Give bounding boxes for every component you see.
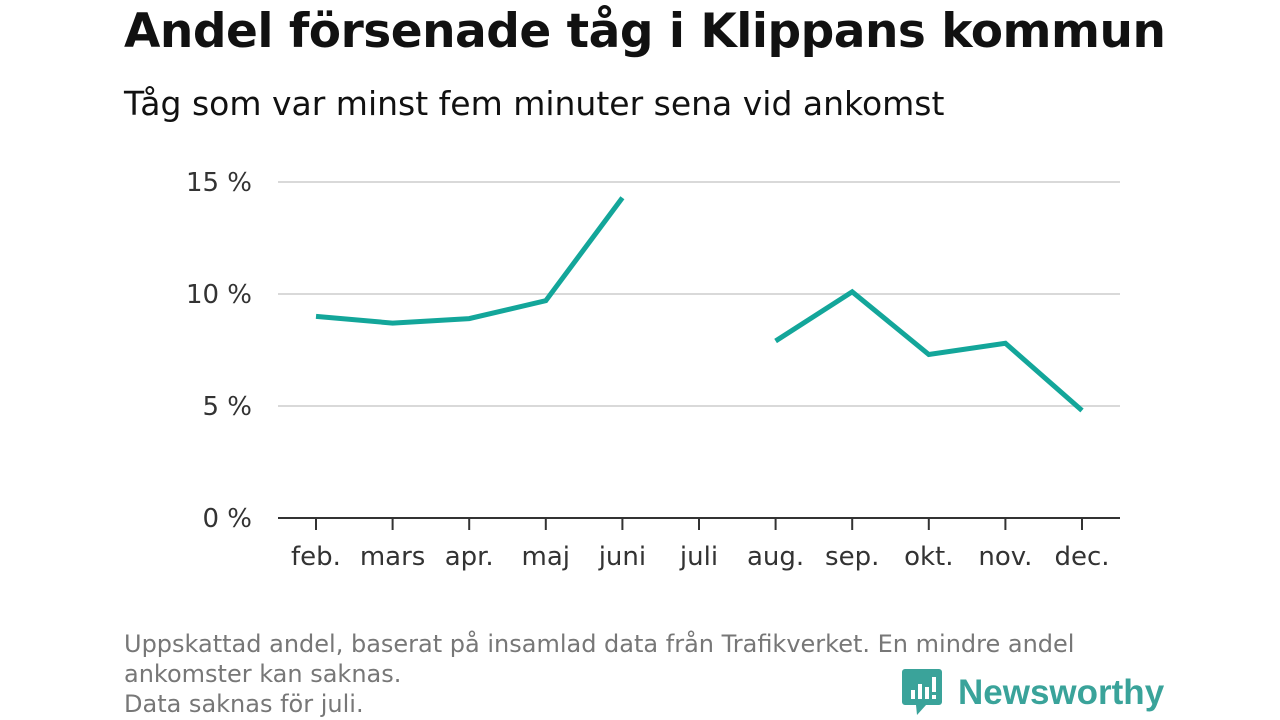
- x-tick-label: maj: [522, 542, 570, 572]
- series-lines: [315, 196, 1084, 413]
- footnote-line-2: ankomster kan saknas.: [124, 660, 402, 688]
- x-tick-label: mars: [360, 542, 426, 572]
- y-axis-tick-labels: 0 % 5 % 10 % 15 %: [186, 168, 252, 534]
- x-tick-label: juli: [679, 542, 718, 572]
- series-line: [774, 288, 1084, 413]
- x-tick-label: juni: [598, 542, 646, 572]
- line-chart: 0 % 5 % 10 % 15 % feb. mars apr. maj juni juli au…: [186, 168, 1120, 572]
- grid-lines: [278, 181, 1120, 407]
- brand-logo: Newsworthy: [902, 668, 1164, 718]
- x-tick-label: feb.: [291, 542, 341, 572]
- x-tick-label: apr.: [445, 542, 494, 572]
- chart-subtitle: Tåg som var minst fem minuter sena vid a…: [124, 84, 945, 123]
- series-line: [315, 196, 625, 326]
- footnote-line-1: Uppskattad andel, baserat på insamlad da…: [124, 630, 1075, 658]
- x-axis-tick-labels: feb. mars apr. maj juni juli aug. sep. okt. nov. d…: [291, 542, 1109, 572]
- y-tick-label: 10 %: [186, 280, 252, 310]
- chart-title: Andel försenade tåg i Klippans kommun: [124, 4, 1166, 59]
- x-tick-label: dec.: [1054, 542, 1109, 572]
- y-tick-label: 0 %: [202, 504, 252, 534]
- x-tick-label: sep.: [825, 542, 879, 572]
- footnote-line-3: Data saknas för juli.: [124, 690, 364, 718]
- x-tick-label: okt.: [904, 542, 953, 572]
- y-tick-label: 15 %: [186, 168, 252, 198]
- footnote: Uppskattad andel, baserat på insamlad da…: [124, 629, 1164, 719]
- newsworthy-logo-icon: [902, 669, 942, 715]
- x-tick-label: nov.: [978, 542, 1032, 572]
- y-tick-label: 5 %: [202, 392, 252, 422]
- x-axis: [278, 517, 1120, 530]
- x-tick-label: aug.: [747, 542, 804, 572]
- brand-name: Newsworthy: [958, 673, 1165, 712]
